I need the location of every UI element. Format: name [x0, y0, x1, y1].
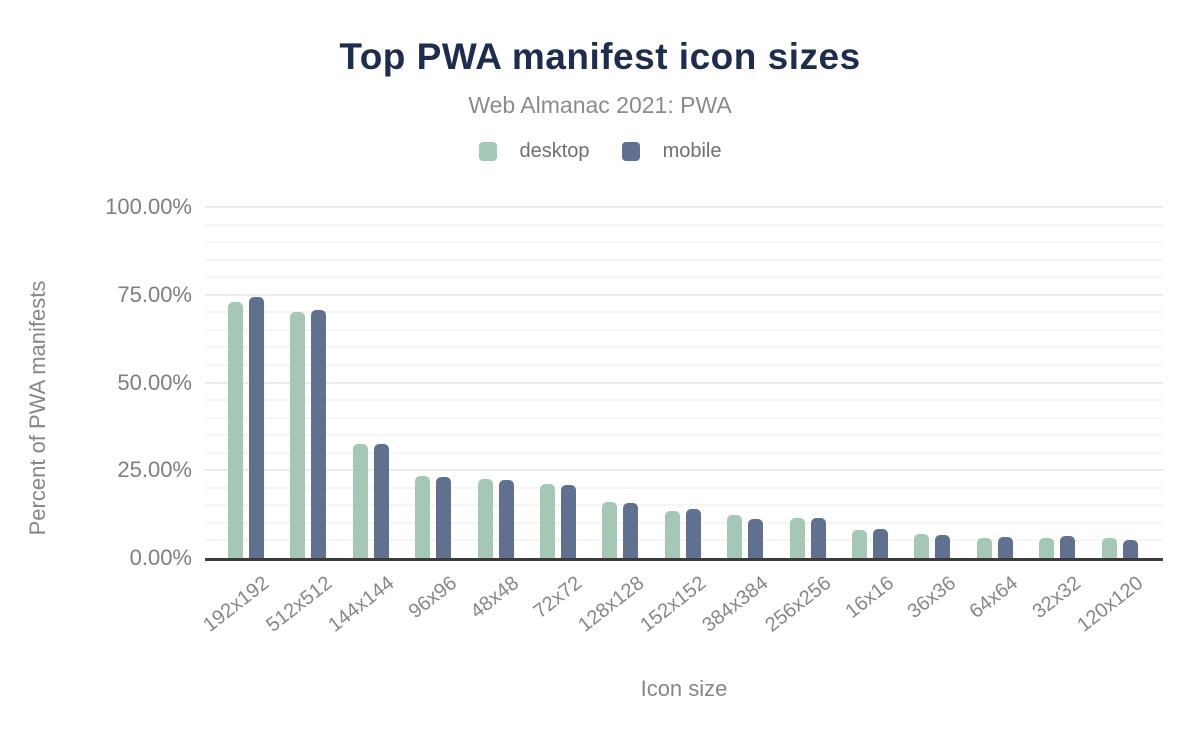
y-tick-label: 50.00%: [117, 369, 192, 395]
x-tick-label: 128x128: [573, 572, 648, 637]
x-tick-label: 144x144: [324, 572, 399, 637]
legend: desktop mobile: [0, 140, 1200, 163]
bar-desktop-72x72: [540, 484, 555, 558]
bar-mobile-152x152: [685, 508, 701, 558]
x-tick-label: 16x16: [841, 572, 898, 623]
minor-gridline: [205, 399, 1163, 402]
x-tick-label: 36x36: [903, 572, 960, 623]
bar-mobile-96x96: [436, 476, 452, 558]
y-tick-label: 25.00%: [117, 457, 192, 483]
minor-gridline: [205, 434, 1163, 437]
minor-gridline: [205, 521, 1163, 524]
y-axis-title: Percent of PWA manifests: [25, 280, 50, 536]
bar-mobile-16x16: [873, 529, 888, 558]
bar-desktop-256x256: [789, 518, 805, 558]
minor-gridline: [205, 416, 1163, 419]
minor-gridline: [205, 328, 1163, 331]
x-tick-label: 48x48: [466, 572, 524, 623]
minor-gridline: [205, 346, 1163, 349]
bar-desktop-32x32: [1039, 538, 1055, 558]
bar-desktop-144x144: [352, 444, 368, 558]
chart-title: Top PWA manifest icon sizes: [339, 36, 861, 77]
bar-mobile-36x36: [935, 534, 951, 558]
minor-gridline: [205, 223, 1163, 226]
legend-label-mobile: mobile: [662, 140, 722, 162]
bar-mobile-128x128: [623, 502, 639, 558]
bar-desktop-96x96: [415, 476, 431, 558]
x-axis-title: Icon size: [640, 676, 728, 701]
minor-gridline: [205, 311, 1163, 314]
y-tick-label: 75.00%: [117, 281, 192, 307]
minor-gridline: [205, 241, 1163, 244]
x-tick-label: 512x512: [261, 572, 336, 637]
bar-mobile-256x256: [810, 518, 826, 558]
bar-mobile-64x64: [997, 536, 1013, 558]
bar-mobile-384x384: [748, 519, 764, 558]
y-tick-label: 100.00%: [105, 194, 192, 219]
bar-desktop-36x36: [914, 534, 930, 558]
legend-item-desktop: desktop: [478, 140, 590, 163]
bar-mobile-32x32: [1060, 535, 1076, 558]
bar-desktop-120x120: [1101, 538, 1117, 558]
bar-desktop-192x192: [228, 302, 243, 558]
bar-mobile-192x192: [249, 296, 264, 558]
x-tick-label: 120x120: [1073, 572, 1148, 637]
minor-gridline: [205, 504, 1163, 507]
bar-desktop-152x152: [664, 510, 680, 558]
bar-mobile-512x512: [311, 310, 327, 558]
bar-mobile-48x48: [498, 480, 514, 558]
major-gridline: [205, 206, 1163, 208]
x-tick-label: 96x96: [404, 572, 461, 623]
desktop-swatch-icon: [478, 142, 497, 161]
major-gridline: [205, 381, 1163, 384]
x-tick-label: 256x256: [761, 572, 836, 637]
x-tick-label: 192x192: [199, 572, 274, 637]
x-axis-baseline: [205, 558, 1163, 561]
x-tick-label: 384x384: [698, 572, 773, 637]
bar-desktop-16x16: [852, 529, 867, 558]
major-gridline: [205, 293, 1163, 296]
x-tick-label: 152x152: [636, 572, 711, 637]
minor-gridline: [205, 486, 1163, 489]
bar-desktop-512x512: [290, 312, 306, 558]
bar-mobile-72x72: [561, 485, 576, 558]
bar-desktop-128x128: [602, 501, 618, 558]
y-tick-label: 0.00%: [129, 545, 192, 570]
minor-gridline: [205, 258, 1163, 261]
bar-mobile-144x144: [373, 443, 389, 558]
chart-subtitle: Web Almanac 2021: PWA: [468, 92, 732, 118]
legend-item-mobile: mobile: [621, 140, 722, 163]
minor-gridline: [205, 363, 1163, 366]
legend-label-desktop: desktop: [519, 140, 590, 162]
plot-area: [205, 206, 1163, 558]
bar-desktop-48x48: [477, 479, 493, 558]
minor-gridline: [205, 276, 1163, 279]
bar-mobile-120x120: [1122, 540, 1138, 558]
bar-desktop-384x384: [727, 515, 743, 558]
major-gridline: [205, 469, 1163, 472]
mobile-swatch-icon: [621, 142, 640, 161]
minor-gridline: [205, 451, 1163, 454]
x-tick-label: 64x64: [965, 572, 1023, 623]
bar-desktop-64x64: [976, 538, 992, 558]
minor-gridline: [205, 539, 1163, 542]
